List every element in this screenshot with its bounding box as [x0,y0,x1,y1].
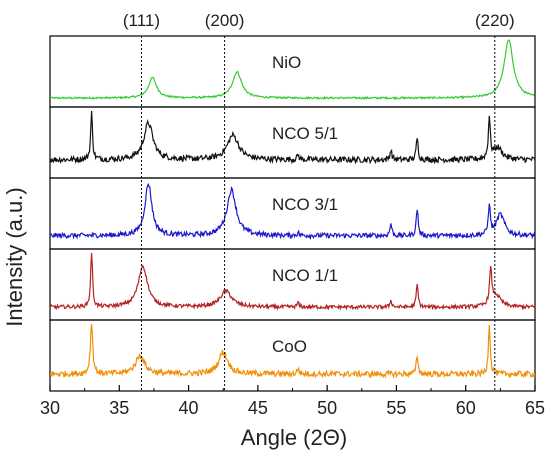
panel-nio: NiO [49,35,536,108]
series-label: NCO 5/1 [272,124,338,143]
reference-label: (111) [123,11,160,30]
x-tick-label: 55 [386,398,406,418]
series-line [50,39,535,101]
series-line [50,252,535,311]
x-tick-label: 60 [456,398,476,418]
x-tick-label: 35 [109,398,129,418]
panel-nco-3-1: NCO 3/1 [49,177,536,250]
reference-label: (220) [475,11,515,30]
x-tick-label: 45 [248,398,268,418]
series-label: CoO [272,337,307,356]
series-label: NCO 1/1 [272,266,338,285]
x-tick-label: 50 [317,398,337,418]
x-axis: 30 35 40 45 50 55 60 65 [40,385,545,418]
series-line [50,323,535,380]
reference-lines: (111) (200) (220) [123,11,515,391]
series-line [50,110,535,165]
x-tick-label: 65 [525,398,545,418]
panel-nco-5-1: NCO 5/1 [49,106,536,179]
x-tick-label: 30 [40,398,60,418]
panel-coo: CoO [49,319,536,392]
panel-nco-1-1: NCO 1/1 [49,248,536,321]
x-axis-label: Angle (2Θ) [241,425,347,450]
series-label: NiO [272,53,301,72]
chart-panels: NiO NCO 5/1 NCO 3/1 NCO 1/1 CoO [49,35,536,392]
y-axis-label: Intensity (a.u.) [2,187,27,326]
x-tick-label: 40 [179,398,199,418]
series-label: NCO 3/1 [272,195,338,214]
series-line [50,182,535,241]
reference-label: (200) [205,11,245,30]
